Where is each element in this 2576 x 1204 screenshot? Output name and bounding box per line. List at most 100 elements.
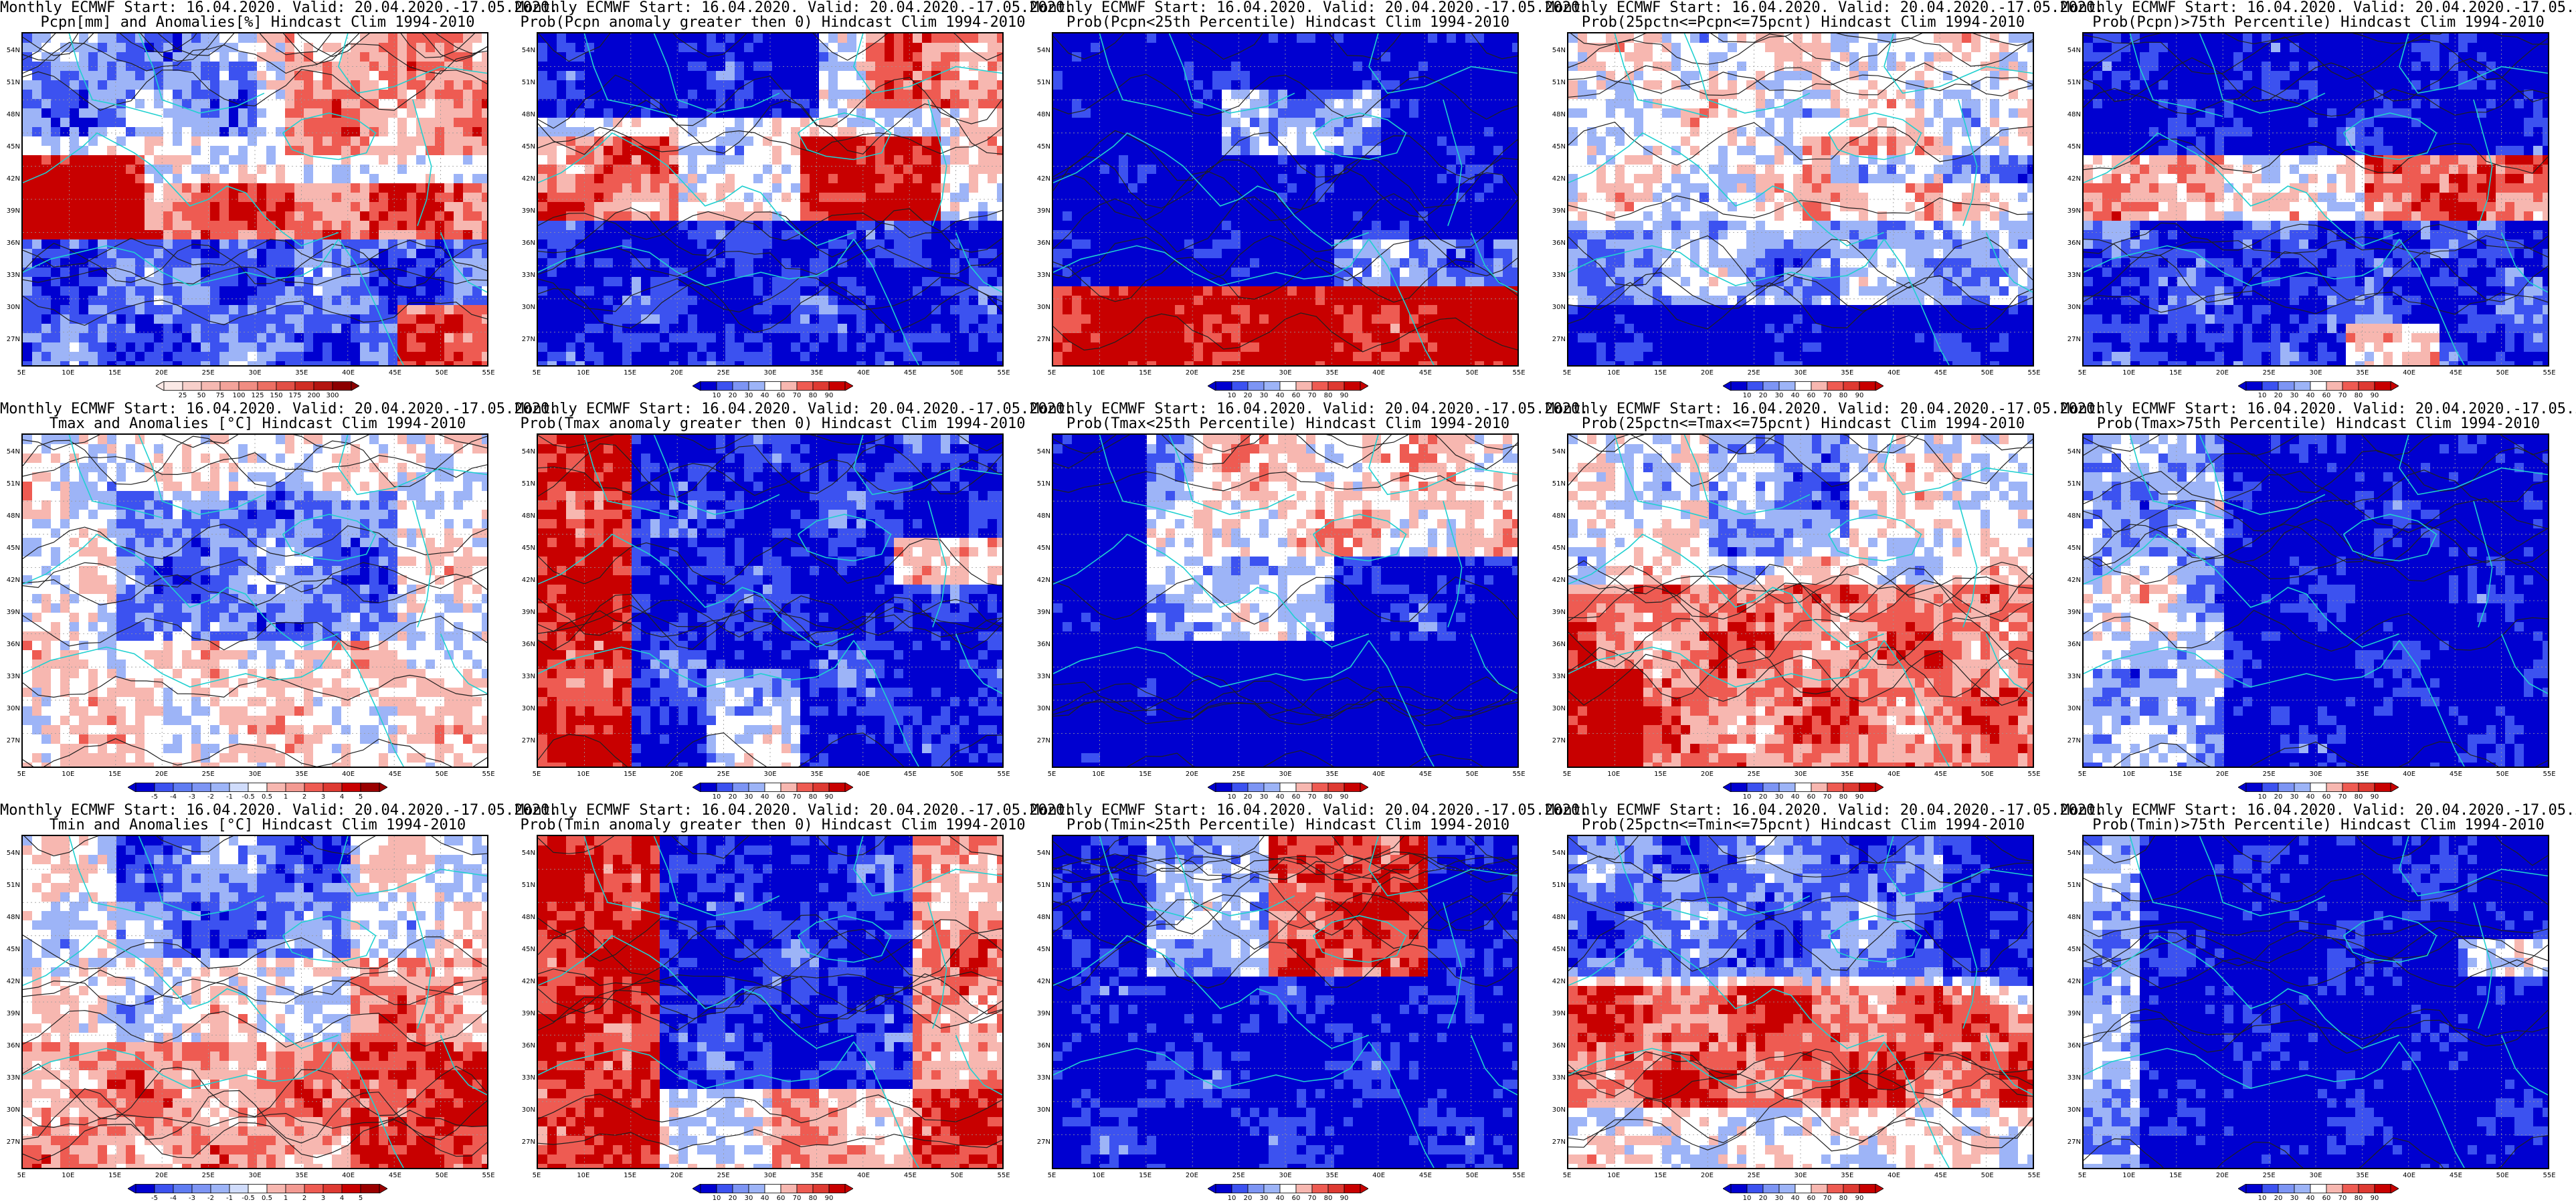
- colorbar-label: 20: [1753, 392, 1773, 399]
- colorbar-label: -1: [219, 1195, 240, 1202]
- lat-tick-label: 45N: [1032, 544, 1050, 552]
- lat-tick-label: 42N: [1032, 577, 1050, 584]
- lon-tick-label: 35E: [804, 771, 830, 778]
- lon-tick-label: 10E: [570, 771, 597, 778]
- lon-tick-label: 55E: [1505, 1172, 1532, 1179]
- colorbar-label: 10: [2252, 392, 2272, 399]
- lon-tick-label: 10E: [2116, 1172, 2142, 1179]
- lat-tick-label: 30N: [517, 1106, 535, 1114]
- map-panel: Monthly ECMWF Start: 16.04.2020. Valid: …: [2061, 0, 2576, 401]
- lat-tick-label: 30N: [1, 304, 20, 311]
- colorbar-label: 80: [1318, 793, 1338, 801]
- colorbar-label: 30: [2284, 392, 2304, 399]
- lat-tick-label: 30N: [1547, 304, 1566, 311]
- colorbar-label: 60: [1801, 392, 1821, 399]
- panel-header: Monthly ECMWF Start: 16.04.2020. Valid: …: [515, 803, 1073, 819]
- panel-header: Monthly ECMWF Start: 16.04.2020. Valid: …: [1030, 0, 1588, 16]
- colorbar-label: 70: [1817, 392, 1837, 399]
- lon-tick-label: 25E: [1225, 369, 1252, 377]
- panel-title: Prob(Tmax anomaly greater then 0) Hindca…: [515, 416, 1030, 432]
- lat-tick-label: 54N: [1032, 849, 1050, 857]
- colorbar-label: -2: [201, 1195, 221, 1202]
- lat-tick-label: 39N: [1032, 207, 1050, 215]
- lon-tick-label: 25E: [195, 1172, 221, 1179]
- colorbar-label: -4: [163, 793, 183, 801]
- colorbar-label: 60: [771, 793, 791, 801]
- lon-tick-label: 40E: [1366, 369, 1392, 377]
- lon-tick-label: 15E: [617, 369, 644, 377]
- colorbar-label: 40: [1270, 1195, 1290, 1202]
- panel-header: Monthly ECMWF Start: 16.04.2020. Valid: …: [515, 0, 1073, 16]
- lat-tick-label: 36N: [1, 641, 20, 648]
- lon-tick-label: 40E: [1366, 1172, 1392, 1179]
- lon-tick-label: 35E: [2349, 369, 2376, 377]
- panel-title: Prob(Tmin)>75th Percentile) Hindcast Cli…: [2061, 817, 2576, 833]
- lon-tick-label: 50E: [943, 1172, 970, 1179]
- colorbar-label: 300: [323, 392, 343, 399]
- lat-tick-label: 42N: [1547, 577, 1566, 584]
- lat-tick-label: 33N: [1547, 673, 1566, 680]
- lat-tick-label: 33N: [1, 673, 20, 680]
- lon-tick-label: 30E: [757, 369, 784, 377]
- colorbar: [1208, 381, 1368, 391]
- colorbar-label: 3: [313, 1195, 333, 1202]
- lon-tick-label: 35E: [2349, 1172, 2376, 1179]
- lat-tick-label: 36N: [1, 239, 20, 247]
- map-panel: Monthly ECMWF Start: 16.04.2020. Valid: …: [1030, 803, 1588, 1204]
- map-panel: Monthly ECMWF Start: 16.04.2020. Valid: …: [1030, 401, 1588, 803]
- colorbar-label: 20: [1238, 392, 1258, 399]
- colorbar-label: -4: [163, 1195, 183, 1202]
- lat-tick-label: 51N: [1547, 882, 1566, 889]
- map-panel: Monthly ECMWF Start: 16.04.2020. Valid: …: [0, 401, 558, 803]
- colorbar-label: 30: [739, 392, 759, 399]
- lat-tick-label: 54N: [1547, 448, 1566, 456]
- lat-tick-label: 30N: [1, 705, 20, 712]
- colorbar-label: 30: [739, 1195, 759, 1202]
- lon-tick-label: 20E: [663, 1172, 690, 1179]
- colorbar-label: 20: [723, 1195, 743, 1202]
- colorbar-label: 40: [755, 793, 775, 801]
- lat-tick-label: 39N: [1, 1010, 20, 1017]
- lon-tick-label: 5E: [1554, 771, 1580, 778]
- colorbar-label: -1: [219, 793, 240, 801]
- lat-tick-label: 30N: [1547, 1106, 1566, 1114]
- lat-tick-label: 39N: [517, 1010, 535, 1017]
- lat-tick-label: 39N: [2062, 609, 2081, 616]
- map-field: [1567, 32, 2034, 367]
- lon-tick-label: 25E: [1225, 771, 1252, 778]
- lon-tick-label: 50E: [1974, 369, 2001, 377]
- lat-tick-label: 39N: [1032, 609, 1050, 616]
- colorbar-label: 10: [707, 1195, 727, 1202]
- colorbar-label: 5: [351, 1195, 371, 1202]
- lat-tick-label: 42N: [517, 978, 535, 985]
- colorbar-label: 10: [1222, 1195, 1242, 1202]
- lon-tick-label: 55E: [1505, 369, 1532, 377]
- panel-title: Prob(25pctn<=Tmax<=75pcnt) Hindcast Clim…: [1546, 416, 2061, 432]
- lon-tick-label: 30E: [242, 1172, 268, 1179]
- lon-tick-label: 35E: [804, 369, 830, 377]
- lon-tick-label: 10E: [570, 1172, 597, 1179]
- colorbar-label: 50: [191, 392, 211, 399]
- lon-tick-label: 15E: [102, 369, 128, 377]
- lon-tick-label: 30E: [242, 771, 268, 778]
- colorbar-label: 40: [1785, 1195, 1805, 1202]
- colorbar-label: 90: [819, 793, 839, 801]
- lon-tick-label: 45E: [1412, 771, 1439, 778]
- lon-tick-label: 50E: [1459, 1172, 1485, 1179]
- lat-tick-label: 39N: [1, 207, 20, 215]
- lon-tick-label: 10E: [55, 1172, 82, 1179]
- map-field: [2082, 433, 2549, 768]
- lon-tick-label: 25E: [195, 369, 221, 377]
- colorbar-label: 30: [1769, 392, 1789, 399]
- colorbar-label: 75: [210, 392, 230, 399]
- lon-tick-label: 50E: [428, 369, 455, 377]
- lat-tick-label: 30N: [1547, 705, 1566, 712]
- lon-tick-label: 10E: [1085, 369, 1112, 377]
- lon-tick-label: 40E: [335, 1172, 362, 1179]
- colorbar-label: -0.5: [238, 1195, 258, 1202]
- lon-tick-label: 55E: [2021, 369, 2047, 377]
- colorbar-label: 10: [1737, 392, 1757, 399]
- lon-tick-label: 15E: [617, 771, 644, 778]
- colorbar-label: 80: [1318, 392, 1338, 399]
- lat-tick-label: 39N: [517, 609, 535, 616]
